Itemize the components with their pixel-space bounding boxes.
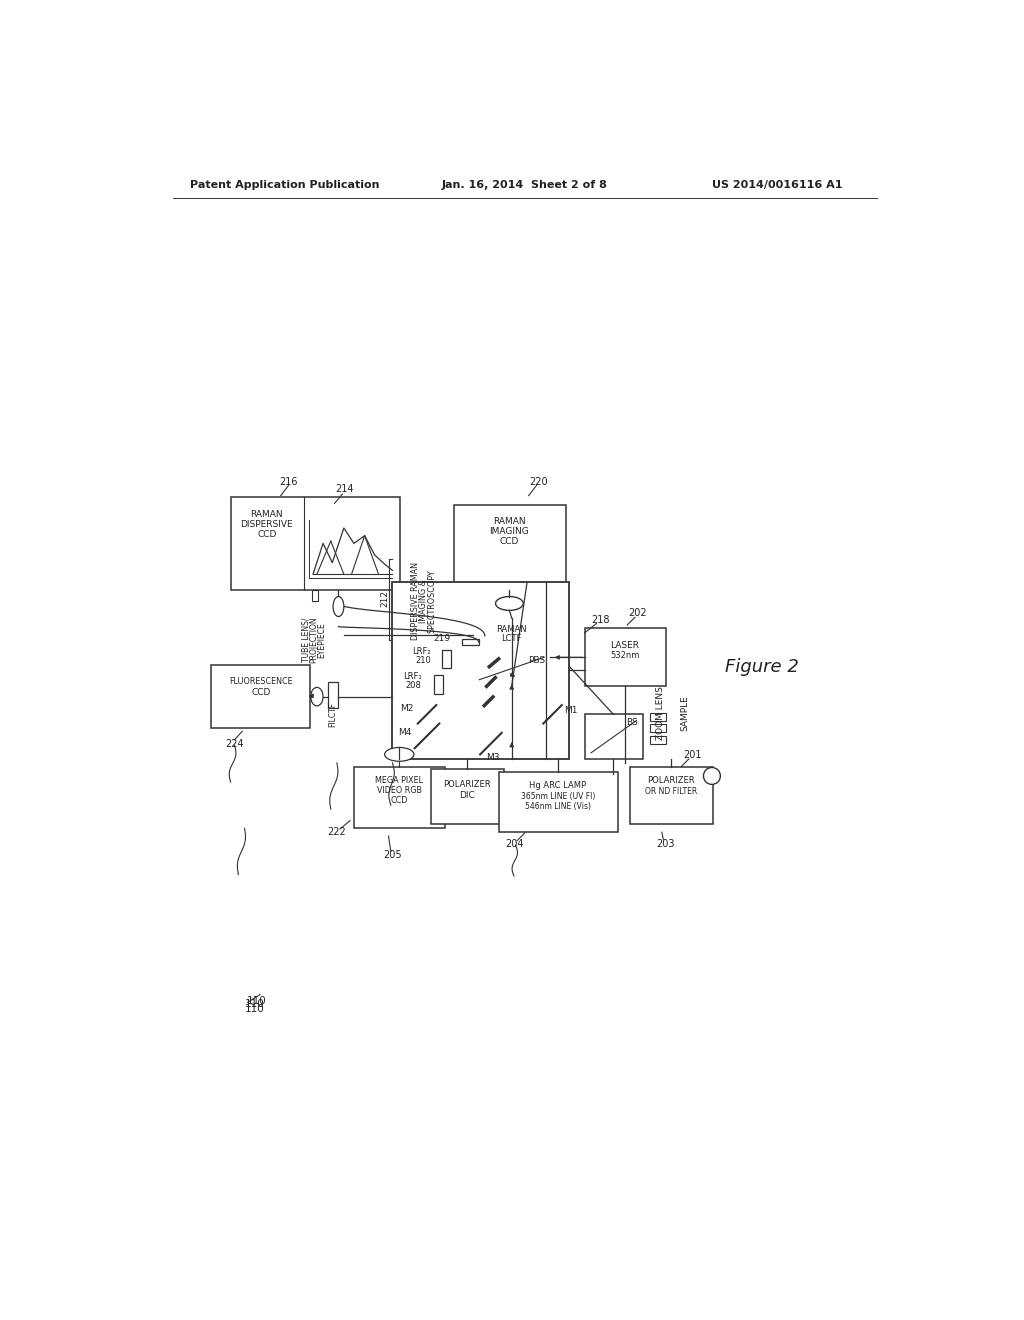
Text: SPECTROSCOPY: SPECTROSCOPY <box>428 569 437 634</box>
Bar <box>585 628 666 686</box>
Text: CCD: CCD <box>251 688 270 697</box>
Text: 219: 219 <box>433 635 451 643</box>
Text: 224: 224 <box>225 739 244 748</box>
Text: EYEPIECE: EYEPIECE <box>317 622 326 657</box>
Bar <box>434 675 443 693</box>
Bar <box>585 714 643 759</box>
Text: Patent Application Publication: Patent Application Publication <box>189 181 379 190</box>
Bar <box>462 639 478 645</box>
Text: 110: 110 <box>247 995 266 1006</box>
Text: RAMAN: RAMAN <box>251 510 284 519</box>
Text: 218: 218 <box>591 615 609 626</box>
Ellipse shape <box>310 688 323 706</box>
Ellipse shape <box>333 597 344 616</box>
Text: 202: 202 <box>628 607 646 618</box>
Bar <box>431 770 504 825</box>
Text: RAMAN: RAMAN <box>497 626 527 634</box>
Text: 546nm LINE (Vis): 546nm LINE (Vis) <box>525 803 591 812</box>
Bar <box>392 582 569 759</box>
Text: LASER: LASER <box>610 640 639 649</box>
Text: POLARIZER: POLARIZER <box>647 776 695 785</box>
Text: Jan. 16, 2014  Sheet 2 of 8: Jan. 16, 2014 Sheet 2 of 8 <box>442 181 607 190</box>
Bar <box>670 770 691 781</box>
Bar <box>691 772 701 780</box>
Text: FILCTF: FILCTF <box>329 702 338 727</box>
Text: 216: 216 <box>280 477 298 487</box>
Text: IMAGING &: IMAGING & <box>420 579 428 623</box>
Text: US 2014/0016116 A1: US 2014/0016116 A1 <box>712 181 843 190</box>
Text: 214: 214 <box>336 484 354 495</box>
Text: 222: 222 <box>328 828 346 837</box>
Text: POLARIZER: POLARIZER <box>443 780 490 789</box>
Text: 203: 203 <box>656 838 675 849</box>
Bar <box>649 725 667 733</box>
Text: M3: M3 <box>485 752 500 762</box>
Text: PROJECTION: PROJECTION <box>309 616 318 663</box>
Bar <box>630 767 713 825</box>
Text: Figure 2: Figure 2 <box>725 657 799 676</box>
Bar <box>230 498 400 590</box>
Bar <box>454 506 565 590</box>
Bar <box>649 737 667 743</box>
Text: CCD: CCD <box>390 796 408 805</box>
Text: M1: M1 <box>564 706 578 715</box>
Bar <box>649 713 667 721</box>
Text: DIC: DIC <box>459 791 475 800</box>
Text: RAMAN: RAMAN <box>494 517 525 527</box>
Text: CCD: CCD <box>500 537 519 546</box>
Circle shape <box>703 767 720 784</box>
Text: MEGA PIXEL: MEGA PIXEL <box>375 776 423 785</box>
Text: LCTF: LCTF <box>502 635 522 643</box>
Text: FLUORESCENCE: FLUORESCENCE <box>229 677 293 686</box>
Text: 210: 210 <box>415 656 431 665</box>
Text: VIDEO RGB: VIDEO RGB <box>377 787 422 795</box>
Text: LRF₂: LRF₂ <box>413 647 431 656</box>
Bar <box>328 682 339 708</box>
Text: LRF₁: LRF₁ <box>402 672 422 681</box>
Text: 220: 220 <box>529 477 548 487</box>
Text: 532nm: 532nm <box>610 651 640 660</box>
Text: BS: BS <box>626 718 638 726</box>
Bar <box>211 665 310 729</box>
Bar <box>499 772 617 832</box>
Text: M2: M2 <box>399 704 413 713</box>
Text: TUBE LENS/: TUBE LENS/ <box>302 618 310 661</box>
Text: ZOOM LENS: ZOOM LENS <box>655 686 665 739</box>
Text: 212: 212 <box>380 590 389 607</box>
Text: 110: 110 <box>245 1005 264 1014</box>
Text: DISPERSIVE: DISPERSIVE <box>241 520 293 528</box>
Text: 110: 110 <box>245 999 264 1008</box>
Text: CCD: CCD <box>257 529 276 539</box>
Text: OR ND FILTER: OR ND FILTER <box>645 787 697 796</box>
Bar <box>473 618 550 686</box>
Text: M4: M4 <box>398 727 412 737</box>
Text: SAMPLE: SAMPLE <box>681 694 689 731</box>
Bar <box>441 649 451 668</box>
Bar <box>312 590 318 601</box>
Text: DISPERSIVE RAMAN: DISPERSIVE RAMAN <box>411 562 420 640</box>
Text: 205: 205 <box>383 850 401 861</box>
Text: 365nm LINE (UV Fl): 365nm LINE (UV Fl) <box>521 792 595 801</box>
Ellipse shape <box>496 597 523 610</box>
Text: 201: 201 <box>683 750 701 760</box>
Text: Hg ARC LAMP: Hg ARC LAMP <box>529 781 587 791</box>
Text: PBS: PBS <box>527 656 545 665</box>
Text: 204: 204 <box>505 838 523 849</box>
Text: IMAGING: IMAGING <box>489 528 529 536</box>
Text: 208: 208 <box>406 681 422 690</box>
Ellipse shape <box>385 747 414 762</box>
Bar <box>354 767 444 829</box>
Bar <box>473 651 550 686</box>
